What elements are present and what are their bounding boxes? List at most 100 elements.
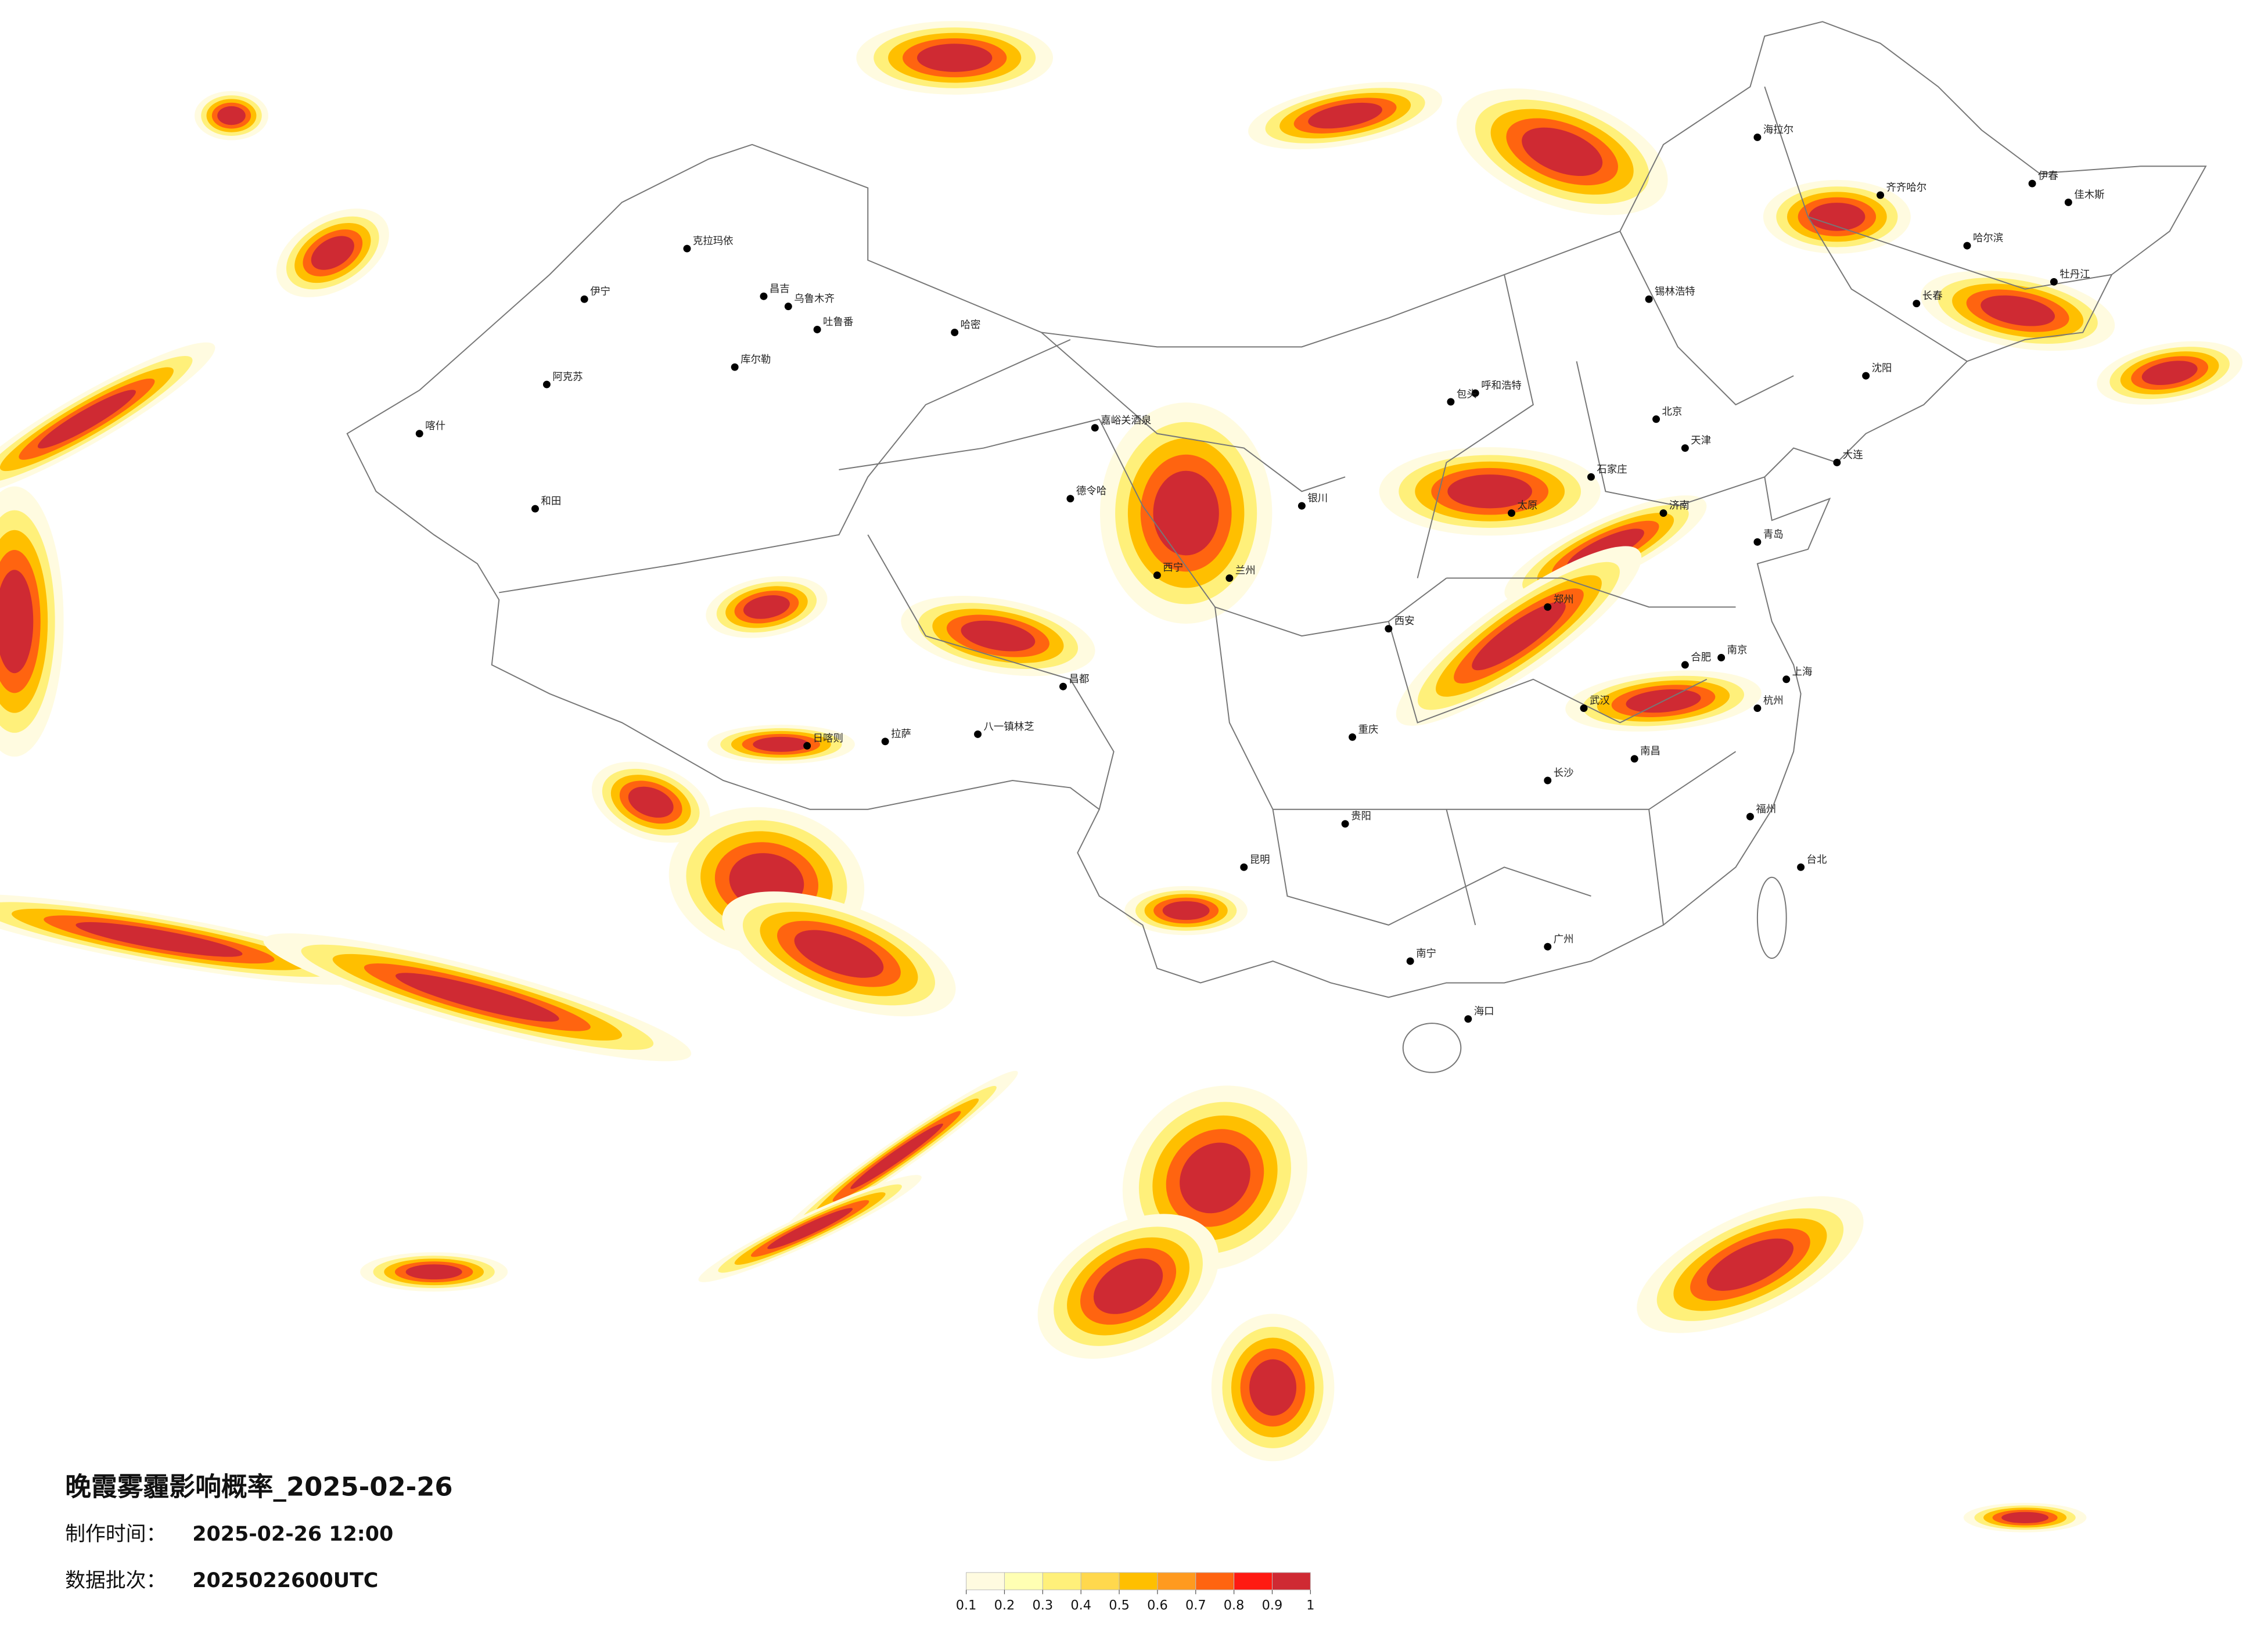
hainan-outline — [1402, 1023, 1462, 1073]
city-label: 哈尔滨 — [1973, 233, 2003, 244]
city-label: 上海 — [1792, 666, 1813, 678]
city-dot — [1406, 957, 1414, 965]
city-dot — [1833, 458, 1841, 466]
city-label: 长沙 — [1554, 768, 1574, 779]
city-dot — [1091, 424, 1099, 432]
city-dot — [1753, 133, 1762, 141]
haze-area — [1093, 1258, 1163, 1314]
production-time-label: 制作时间： — [65, 1523, 166, 1546]
city-label: 西宁 — [1163, 562, 1183, 574]
city-dot — [1153, 571, 1161, 580]
legend-label: 0.5 — [1109, 1598, 1130, 1613]
city-label: 太原 — [1517, 500, 1537, 512]
city-label: 银川 — [1307, 493, 1328, 505]
city-dot — [1508, 509, 1515, 517]
city-dot — [1297, 502, 1306, 510]
city-dot — [1580, 704, 1588, 713]
haze-area — [76, 922, 243, 957]
haze-area — [1447, 474, 1532, 509]
city-label: 克拉玛依 — [693, 236, 734, 247]
legend-swatch — [1195, 1572, 1235, 1591]
haze-area — [1153, 470, 1219, 556]
city-dot — [1240, 863, 1248, 871]
legend-label: 0.4 — [1070, 1598, 1091, 1613]
city-label: 乌鲁木齐 — [794, 293, 835, 305]
city-dot — [1630, 755, 1638, 763]
city-dot — [1717, 653, 1726, 661]
city-dot — [1447, 398, 1455, 406]
city-dot — [974, 730, 982, 738]
city-label: 南宁 — [1416, 948, 1436, 960]
legend-label: 0.1 — [956, 1598, 977, 1613]
haze-area — [916, 44, 993, 72]
city-dot — [1681, 661, 1689, 669]
batch-label: 数据批次： — [65, 1569, 166, 1592]
haze-area — [1809, 203, 1866, 231]
haze-area — [1180, 1142, 1250, 1214]
haze-area — [37, 390, 136, 449]
city-label: 哈密 — [961, 319, 981, 331]
city-label: 昆明 — [1250, 854, 1270, 866]
map-title: 晚霞雾霾影响概率_2025-02-26 — [65, 1472, 453, 1502]
legend-swatch — [1119, 1572, 1158, 1591]
city-dot — [1544, 776, 1552, 785]
city-label: 济南 — [1669, 500, 1690, 512]
city-dot — [1652, 415, 1660, 423]
city-label: 昌吉 — [770, 283, 790, 295]
batch: 2025022600UTC — [192, 1569, 378, 1592]
city-label: 天津 — [1691, 435, 1711, 447]
city-dot — [731, 363, 739, 371]
city-dot — [1471, 389, 1479, 397]
city-dot — [1877, 191, 1885, 199]
city-dot — [1066, 495, 1074, 503]
city-dot — [1341, 820, 1349, 828]
production-time: 2025-02-26 12:00 — [192, 1523, 393, 1546]
legend-swatch — [966, 1572, 1005, 1591]
city-label: 齐齐哈尔 — [1886, 182, 1927, 194]
city-dot — [1385, 625, 1393, 633]
city-label: 沈阳 — [1872, 363, 1892, 375]
city-dot — [1059, 682, 1067, 690]
city-dot — [784, 303, 792, 311]
legend-label: 0.2 — [994, 1598, 1015, 1613]
city-dot — [1797, 863, 1805, 871]
city-label: 佳木斯 — [2074, 189, 2104, 201]
city-label: 阿克苏 — [552, 372, 583, 383]
city-label: 郑州 — [1554, 594, 1574, 606]
haze-areas — [0, 21, 2243, 1533]
city-dot — [2050, 278, 2058, 286]
city-label: 海口 — [1474, 1006, 1494, 1017]
legend-swatch — [1004, 1572, 1043, 1591]
city-dot — [1746, 812, 1754, 821]
city-label: 西安 — [1394, 616, 1415, 627]
city-label: 贵阳 — [1351, 811, 1371, 822]
haze-area — [743, 595, 790, 619]
city-dot — [813, 325, 821, 333]
city-label: 八一镇林芝 — [983, 721, 1034, 733]
city-dot — [1753, 538, 1762, 546]
city-label: 南昌 — [1640, 746, 1660, 757]
city-label: 海拉尔 — [1763, 124, 1793, 136]
haze-area — [311, 236, 354, 270]
haze-area — [1162, 901, 1210, 920]
haze-area — [767, 1208, 853, 1249]
city-dot — [1349, 733, 1357, 741]
haze-area — [753, 736, 810, 752]
city-dot — [1645, 295, 1653, 303]
legend: 0.1 0.2 0.3 0.4 0.5 0.6 0.7 0.8 0.9 1 — [956, 1572, 1314, 1613]
city-label: 昌都 — [1069, 674, 1089, 685]
haze-area — [2141, 361, 2198, 386]
city-dot — [2028, 179, 2036, 188]
city-label: 台北 — [1807, 854, 1827, 866]
city-dot — [1753, 704, 1762, 713]
city-dot — [2064, 198, 2072, 206]
province-lines — [499, 87, 2112, 926]
city-label: 伊春 — [2038, 171, 2058, 182]
city-label: 大连 — [1843, 449, 1863, 461]
boundaries — [346, 21, 2207, 1073]
city-dot — [542, 380, 551, 388]
city-dot — [1681, 444, 1689, 452]
